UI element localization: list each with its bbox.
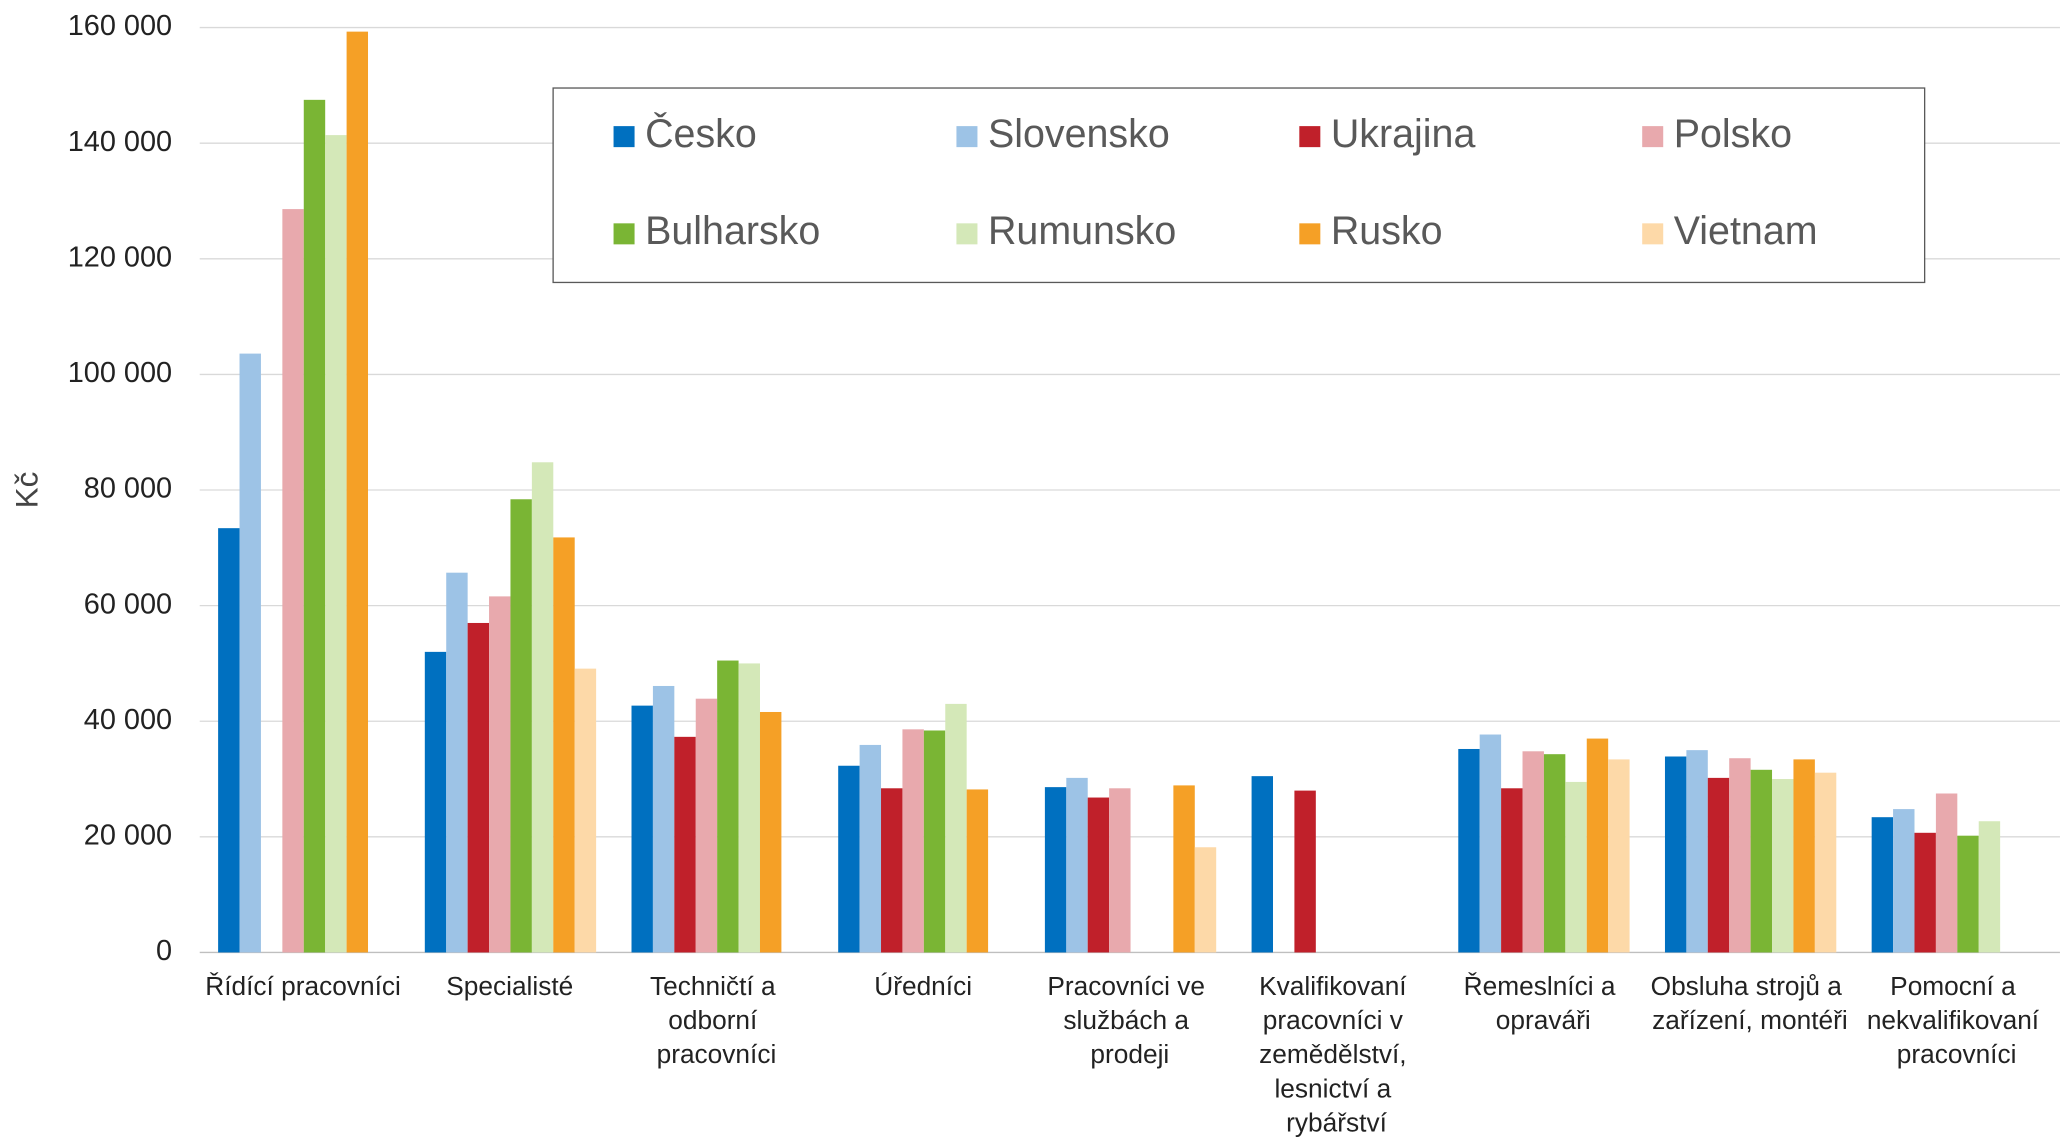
y-tick-label: 20 000: [84, 819, 172, 851]
legend-swatch: [613, 223, 635, 245]
bar: [1087, 797, 1110, 953]
legend-label: Polsko: [1674, 112, 1792, 156]
y-tick-label: 120 000: [68, 241, 172, 273]
bar: [1750, 769, 1773, 953]
x-tick-label: Techničtí a odborní pracovníci: [650, 971, 783, 1069]
legend-swatch: [1299, 223, 1321, 245]
x-tick-label: Pomocní a nekvalifikovaní pracovníci: [1867, 971, 2047, 1069]
bar: [945, 703, 967, 953]
bar: [1893, 809, 1915, 953]
bar: [325, 135, 347, 953]
y-tick-label: 160 000: [68, 10, 172, 42]
bar: [303, 99, 326, 953]
bar: [1173, 785, 1195, 953]
bar: [531, 462, 554, 953]
legend-label: Rumunsko: [988, 209, 1176, 253]
legend-label: Česko: [645, 112, 757, 156]
bar: [239, 353, 261, 953]
bar: [1458, 748, 1480, 953]
y-axis-label: Kč: [8, 472, 44, 509]
bar: [510, 499, 532, 953]
y-tick-label: 40 000: [84, 704, 172, 736]
bar: [717, 660, 739, 953]
legend-label: Bulharsko: [645, 209, 820, 253]
legend-label: Ukrajina: [1331, 112, 1476, 156]
legend-swatch: [956, 223, 978, 245]
bar: [1793, 759, 1815, 953]
bar: [553, 537, 575, 953]
bar: [838, 765, 860, 953]
bar: [1522, 751, 1544, 953]
x-tick-label: Řídící pracovníci: [205, 971, 401, 1001]
x-tick-label: Řemeslníci a opraváři: [1464, 971, 1623, 1035]
bar: [652, 685, 675, 953]
bar: [759, 711, 782, 953]
bar: [467, 622, 490, 953]
bar: [424, 651, 447, 953]
y-tick-label: 80 000: [84, 473, 172, 505]
legend-swatch: [1642, 126, 1664, 148]
y-tick-label: 140 000: [68, 126, 172, 158]
bar: [1914, 832, 1936, 953]
bar: [1501, 788, 1523, 953]
bar: [1586, 738, 1609, 953]
bar: [902, 729, 924, 953]
bar: [1109, 788, 1131, 953]
bar: [1251, 776, 1273, 953]
x-tick-label: Kvalifikovaní pracovníci v zemědělství, …: [1259, 971, 1414, 1138]
y-tick-label: 60 000: [84, 588, 172, 620]
bar: [1978, 821, 2001, 953]
bar: [218, 528, 240, 953]
bar: [489, 596, 511, 953]
bar: [1543, 754, 1566, 953]
legend-label: Vietnam: [1674, 209, 1818, 253]
y-tick-label: 0: [156, 935, 172, 967]
bar: [695, 698, 718, 953]
bar: [282, 209, 304, 953]
bar: [881, 788, 903, 953]
bar: [1957, 835, 1979, 953]
bar: [1608, 759, 1630, 953]
bar: [631, 705, 653, 953]
legend-label: Rusko: [1331, 209, 1443, 253]
bar: [1935, 793, 1958, 953]
bar: [1044, 787, 1067, 953]
legend-label: Slovensko: [988, 112, 1170, 156]
y-tick-label: 100 000: [68, 357, 172, 389]
legend-swatch: [1642, 223, 1664, 245]
bar: [1814, 772, 1837, 953]
legend-swatch: [1299, 126, 1321, 148]
legend-swatch: [956, 126, 978, 148]
bar: [1294, 790, 1316, 953]
bar: [1066, 777, 1088, 953]
bar: [1194, 847, 1217, 953]
bar: [966, 789, 989, 953]
bar: [574, 668, 597, 953]
bar: [674, 736, 696, 953]
x-tick-label: Úředníci: [874, 971, 972, 1001]
bar: [738, 663, 760, 953]
bar: [346, 31, 369, 953]
bar: [1729, 758, 1751, 953]
x-tick-label: Specialisté: [446, 971, 573, 1001]
legend-swatch: [613, 126, 635, 148]
bar: [1664, 756, 1687, 953]
bar: [859, 744, 882, 953]
bar: [1871, 817, 1894, 953]
bar: [1772, 779, 1794, 953]
x-tick-label: Pracovníci ve službách a prodeji: [1047, 971, 1212, 1069]
bar: [923, 730, 946, 953]
bar: [1686, 750, 1708, 953]
bar: [1707, 777, 1730, 953]
bar: [446, 572, 468, 953]
bar: [1479, 734, 1502, 953]
legend-box: [552, 87, 1926, 284]
x-tick-label: Obsluha strojů a zařízení, montéři: [1651, 971, 1850, 1035]
bar: [1565, 781, 1587, 953]
